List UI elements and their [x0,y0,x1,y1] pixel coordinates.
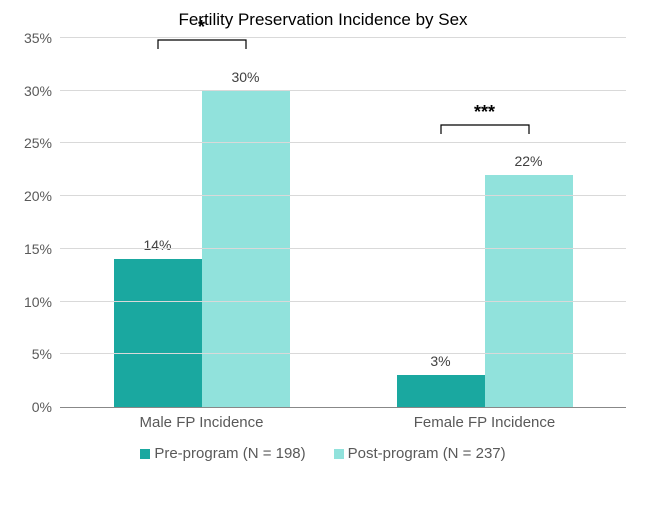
significance-label: *** [397,102,573,123]
y-tick-label: 0% [32,399,60,415]
bar: 22% [485,175,573,407]
bar: 14% [114,259,202,407]
gridline [60,142,626,143]
bar-group: 3%22%*** [343,38,626,407]
legend-swatch [334,449,344,459]
y-tick-label: 35% [24,30,60,46]
legend-item: Post-program (N = 237) [334,445,506,462]
bar-value-label: 3% [397,353,485,369]
bar-value-label: 22% [485,153,573,169]
gridline [60,248,626,249]
y-tick-label: 10% [24,294,60,310]
gridline [60,353,626,354]
y-tick-label: 25% [24,135,60,151]
y-tick-label: 5% [32,346,60,362]
bar: 30% [202,91,290,407]
y-tick-label: 15% [24,241,60,257]
legend-label: Pre-program (N = 198) [154,445,305,462]
gridline [60,37,626,38]
x-category-label: Female FP Incidence [343,408,626,431]
bar-value-label: 30% [202,69,290,85]
gridline [60,195,626,196]
y-tick-label: 20% [24,188,60,204]
x-category-label: Male FP Incidence [60,408,343,431]
bars-layer: 14%30%*3%22%*** [60,38,626,407]
gridline [60,301,626,302]
y-tick-label: 30% [24,83,60,99]
bar-value-label: 14% [114,237,202,253]
legend-label: Post-program (N = 237) [348,445,506,462]
significance-bracket: *** [397,102,573,141]
chart-title: Fertility Preservation Incidence by Sex [10,10,636,30]
chart-container: Fertility Preservation Incidence by Sex … [0,0,656,505]
plot-area: 14%30%*3%22%*** 0%5%10%15%20%25%30%35% [60,38,626,408]
legend: Pre-program (N = 198) Post-program (N = 2… [10,445,636,462]
gridline [60,90,626,91]
bar-group: 14%30%* [60,38,343,407]
x-axis: Male FP IncidenceFemale FP Incidence [60,408,626,431]
legend-swatch [140,449,150,459]
legend-item: Pre-program (N = 198) [140,445,305,462]
bar: 3% [397,375,485,407]
